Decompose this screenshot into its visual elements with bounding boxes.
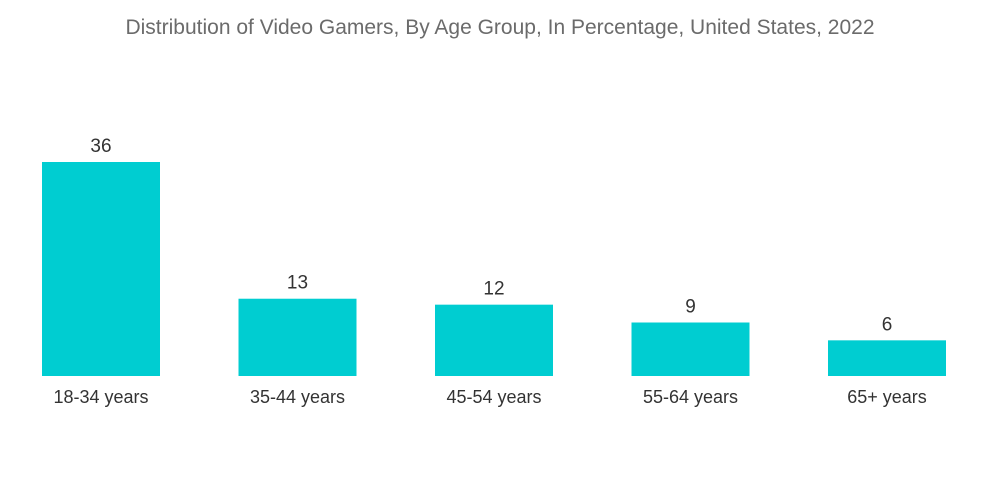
data-label: 6 (882, 314, 893, 335)
bar-55-64-years (631, 322, 750, 376)
bars-layer (42, 162, 946, 376)
data-label: 9 (685, 297, 696, 318)
chart-title: Distribution of Video Gamers, By Age Gro… (125, 16, 875, 39)
bar-18-34-years (42, 162, 160, 376)
bar-65-years (828, 340, 946, 376)
x-tick-labels-layer: 18-34 years 35-44 years 45-54 years 55-64 y… (53, 387, 926, 407)
data-label: 13 (287, 273, 308, 294)
x-tick-label: 55-64 years (643, 387, 738, 407)
bar-35-44-years (238, 298, 357, 376)
bar-45-54-years (435, 304, 553, 376)
x-tick-label: 65+ years (847, 387, 927, 407)
x-tick-label: 18-34 years (53, 387, 148, 407)
x-tick-label: 45-54 years (446, 387, 541, 407)
x-tick-label: 35-44 years (250, 387, 345, 407)
data-label: 36 (90, 136, 111, 157)
data-label: 12 (483, 279, 504, 300)
data-labels-layer: 36 13 12 9 6 (90, 136, 892, 335)
